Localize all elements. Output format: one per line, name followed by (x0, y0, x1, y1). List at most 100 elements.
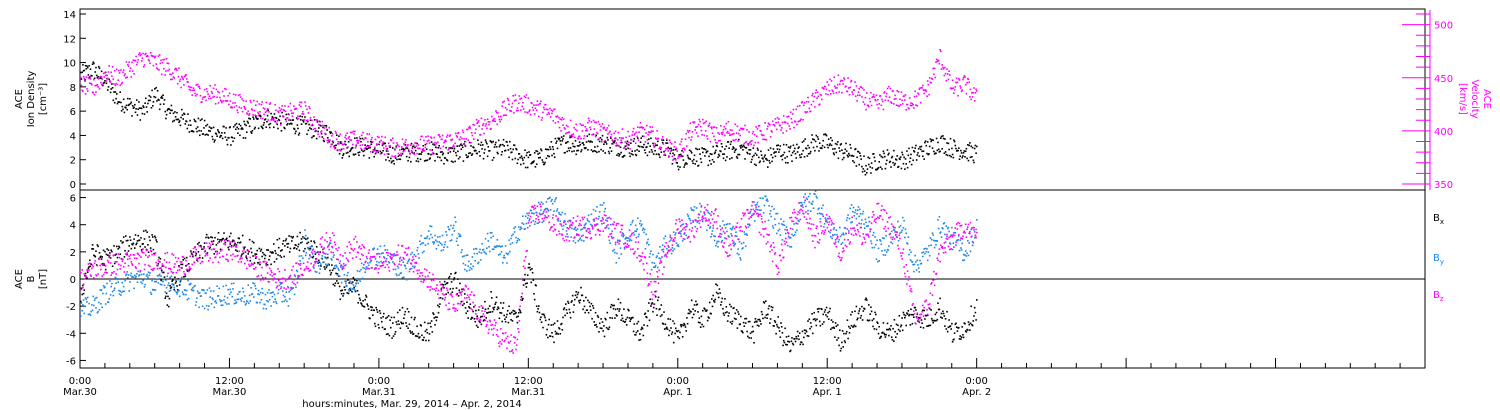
data-point-velocity (190, 89, 192, 91)
data-point-velocity (128, 61, 130, 63)
data-point-bx (791, 337, 793, 339)
data-point-bx (347, 279, 349, 281)
data-point-density (637, 145, 640, 147)
data-point-velocity (318, 136, 321, 138)
data-point-density (751, 155, 754, 158)
data-point-velocity (472, 123, 474, 126)
data-point-density (568, 149, 571, 152)
data-point-bx (134, 234, 137, 236)
data-point-velocity (700, 129, 703, 132)
data-point-by (745, 233, 748, 235)
data-point-bx (439, 303, 441, 305)
data-point-velocity (129, 67, 132, 69)
data-point-velocity (98, 87, 101, 90)
data-point-by (132, 276, 135, 278)
data-point-velocity (972, 91, 975, 94)
data-point-density (535, 163, 538, 165)
data-point-bx (533, 298, 536, 301)
data-point-velocity (852, 93, 854, 95)
data-point-by (355, 283, 357, 285)
data-point-bx (183, 257, 186, 260)
data-point-density (217, 129, 219, 131)
data-point-density (212, 126, 215, 129)
data-point-by (551, 198, 553, 201)
data-point-density (279, 115, 281, 118)
data-point-by (228, 303, 230, 305)
data-point-density (405, 147, 407, 149)
data-point-density (869, 166, 871, 168)
data-point-density (532, 161, 535, 164)
data-point-by (292, 287, 294, 289)
data-point-bx (188, 269, 191, 272)
data-point-velocity (374, 146, 376, 149)
data-point-bx (264, 257, 266, 260)
data-point-by (623, 234, 625, 236)
data-point-by (684, 238, 686, 241)
data-point-velocity (242, 100, 245, 102)
data-point-by (266, 291, 269, 294)
data-point-velocity (827, 93, 829, 96)
data-point-velocity (515, 109, 518, 112)
data-point-density (420, 153, 422, 155)
data-point-by (305, 252, 308, 254)
data-point-density (115, 97, 117, 100)
data-point-density (453, 148, 456, 150)
data-point-bx (700, 315, 703, 318)
data-point-velocity (367, 145, 370, 148)
data-point-by (151, 279, 153, 282)
data-point-bx (602, 330, 604, 332)
data-point-bx (448, 275, 451, 278)
data-point-bx (516, 321, 519, 324)
data-point-density (171, 109, 173, 112)
data-point-bx (682, 324, 685, 327)
data-point-velocity (836, 87, 838, 89)
data-point-velocity (631, 134, 633, 136)
data-point-bx (464, 293, 466, 295)
data-point-density (724, 148, 726, 150)
data-point-density (185, 120, 188, 123)
data-point-velocity (544, 104, 547, 106)
data-point-bx (461, 304, 464, 307)
data-point-velocity (676, 150, 678, 152)
data-point-bx (643, 313, 646, 316)
data-point-bx (848, 332, 851, 334)
data-point-by (361, 277, 364, 280)
data-point-bx (307, 241, 310, 244)
data-point-velocity (221, 90, 224, 93)
data-point-bx (284, 245, 286, 247)
data-point-by (358, 270, 361, 273)
data-point-bx (762, 301, 765, 303)
data-point-bx (632, 330, 635, 333)
data-point-velocity (883, 92, 885, 94)
data-point-by (114, 276, 117, 279)
data-point-velocity (578, 135, 581, 137)
data-point-bx (423, 336, 425, 339)
data-point-by (738, 241, 741, 243)
data-point-density (210, 127, 213, 130)
data-point-by (671, 247, 674, 249)
data-point-velocity (734, 123, 737, 126)
data-point-by (488, 246, 490, 248)
data-point-bx (443, 280, 446, 283)
data-point-density (201, 118, 203, 120)
data-point-by (717, 246, 719, 248)
data-point-velocity (92, 92, 95, 94)
data-point-by (478, 251, 481, 253)
data-point-velocity (748, 131, 750, 133)
data-point-density (536, 150, 539, 153)
data-point-bx (270, 263, 272, 266)
data-point-by (708, 227, 711, 229)
data-point-by (109, 294, 112, 296)
data-point-density (430, 153, 432, 156)
data-point-by (492, 235, 494, 238)
data-point-density (401, 153, 404, 155)
data-point-density (769, 162, 771, 164)
data-point-density (877, 166, 880, 169)
data-point-density (250, 132, 253, 134)
data-point-bx (660, 304, 663, 306)
data-point-density (975, 152, 977, 154)
data-point-density (926, 141, 929, 143)
data-point-velocity (750, 143, 752, 146)
data-point-by (583, 240, 585, 242)
data-point-density (713, 152, 716, 155)
